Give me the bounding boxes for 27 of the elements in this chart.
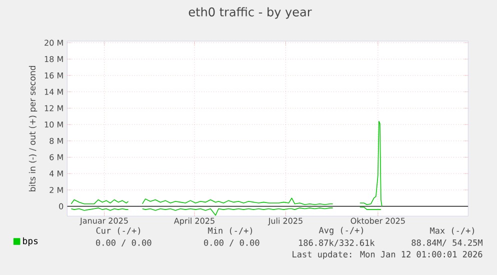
text: 0.00 / 0.00 <box>204 239 260 247</box>
text: Min (-/+) <box>208 227 252 235</box>
y-tick-label: 18 M <box>44 56 63 62</box>
text: 0.00 / 0.00 <box>96 239 152 247</box>
y-tick-label: 16 M <box>44 72 63 78</box>
x-tick-label: April 2025 <box>174 218 214 226</box>
chart-title: eth0 traffic - by year <box>188 7 312 19</box>
y-tick-label: 2 M <box>50 186 63 193</box>
y-tick-label: 10 M <box>44 121 63 128</box>
text: Last update: Mon Jan 12 01:00:01 2026 <box>292 250 482 260</box>
y-tick-label: 0 <box>59 203 64 210</box>
text: Cur (-/+) <box>96 227 140 235</box>
x-tick-label: Oktober 2025 <box>350 218 405 224</box>
y-tick-label: 14 M <box>44 88 63 95</box>
y-tick-label: 20 M <box>44 40 63 46</box>
text: Max (-/+) <box>430 227 474 235</box>
y-tick-label: 12 M <box>44 105 63 112</box>
y-tick-label: 4 M <box>50 170 63 176</box>
text: 88.84M/ 54.25M <box>412 239 482 247</box>
text: Avg (-/+) <box>318 226 364 236</box>
y-tick-label: 6 M <box>50 154 63 160</box>
y-axis-title: bits in (-) / out (+) per second <box>28 66 38 192</box>
y-tick-label: 8 M <box>50 138 63 144</box>
text: 186.87k/332.61k <box>299 239 375 247</box>
x-tick-label: Juli 2025 <box>268 218 302 226</box>
x-tick-label: Januar 2025 <box>80 218 128 226</box>
legend-label: bps <box>23 237 38 246</box>
